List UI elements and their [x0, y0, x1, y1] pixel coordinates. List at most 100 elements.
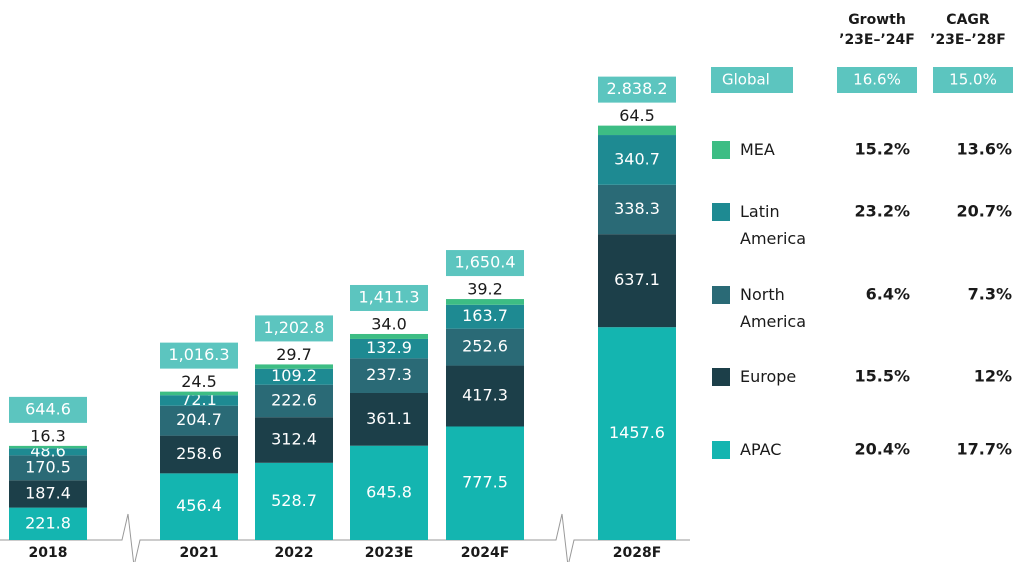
- global-box: [933, 67, 1013, 93]
- value-label: 258.6: [176, 444, 222, 463]
- bar-segment: [9, 507, 87, 540]
- value-label: 187.4: [25, 483, 71, 502]
- cagr-value: 13.6%: [956, 140, 1012, 159]
- bar-segment: [446, 365, 524, 427]
- value-label: 637.1: [614, 270, 660, 289]
- value-label: 16.3: [30, 426, 66, 445]
- bar-segment: [160, 405, 238, 436]
- bar-segment: [9, 445, 87, 449]
- value-label: 132.9: [366, 338, 412, 357]
- value-label: 645.8: [366, 482, 412, 501]
- x-tick-label: 2028F: [613, 545, 662, 561]
- value-label: 170.5: [25, 457, 71, 476]
- bar-segment: [350, 338, 428, 359]
- value-label: 24.5: [181, 372, 217, 391]
- growth-value: 6.4%: [866, 285, 910, 304]
- bar-segment: [598, 234, 676, 328]
- bar-segment: [255, 417, 333, 463]
- bar-segment: [255, 364, 333, 369]
- total-label: 644.6: [25, 399, 71, 418]
- cagr-value: 17.7%: [956, 440, 1012, 459]
- global-cagr: 15.0%: [949, 71, 997, 89]
- value-label: 64.5: [619, 106, 655, 125]
- global-growth: 16.6%: [853, 71, 901, 89]
- total-box: [598, 76, 676, 103]
- legend-swatch: [712, 141, 730, 159]
- legend-label: APAC: [740, 440, 782, 459]
- value-label: 29.7: [276, 345, 312, 364]
- bar-segment: [160, 391, 238, 396]
- cagr-header: CAGR: [946, 12, 990, 28]
- bar-segment: [598, 327, 676, 540]
- value-label: 456.4: [176, 496, 222, 515]
- total-label: 1,411.3: [358, 287, 419, 306]
- bar-segment: [160, 435, 238, 474]
- growth-value: 20.4%: [854, 440, 910, 459]
- total-box: [160, 342, 238, 369]
- total-label: 1,016.3: [168, 345, 229, 364]
- bar-segment: [446, 328, 524, 366]
- value-label: 237.3: [366, 365, 412, 384]
- growth-header: ’23E–’24F: [839, 32, 915, 48]
- bar-segment: [9, 480, 87, 508]
- total-label: 1,650.4: [454, 253, 515, 272]
- growth-value: 15.2%: [854, 140, 910, 159]
- total-box: [446, 250, 524, 277]
- total-box: [9, 396, 87, 423]
- growth-value: 23.2%: [854, 202, 910, 221]
- bar-segment: [446, 426, 524, 540]
- bar-segment: [9, 455, 87, 481]
- value-label: 221.8: [25, 513, 71, 532]
- cagr-header: ’23E–’28F: [930, 32, 1006, 48]
- value-label: 163.7: [462, 306, 508, 325]
- value-label: 204.7: [176, 410, 222, 429]
- axis-break: [540, 513, 590, 562]
- cagr-value: 12%: [974, 367, 1012, 386]
- legend-label: North America: [740, 285, 806, 331]
- legend-label: MEA: [740, 140, 775, 159]
- x-tick-label: 2024F: [461, 545, 510, 561]
- bar-segment: [446, 299, 524, 305]
- cagr-value: 7.3%: [968, 285, 1012, 304]
- value-label: 338.3: [614, 199, 660, 218]
- global-box: [837, 67, 917, 93]
- legend-swatch: [712, 368, 730, 386]
- total-label: 2.838.2: [606, 79, 667, 98]
- value-label: 361.1: [366, 409, 412, 428]
- bar-segment: [160, 473, 238, 540]
- bar-segment: [446, 304, 524, 329]
- growth-header: Growth: [848, 12, 906, 28]
- growth-value: 15.5%: [854, 367, 910, 386]
- total-box: [350, 284, 428, 311]
- value-label: 39.2: [467, 280, 503, 299]
- bar-segment: [350, 445, 428, 540]
- bar-segment: [350, 358, 428, 393]
- value-label: 1457.6: [609, 423, 665, 442]
- bar-segment: [598, 184, 676, 235]
- x-tick-label: 2023E: [365, 545, 414, 561]
- bar-segment: [598, 135, 676, 185]
- bar-segment: [160, 395, 238, 406]
- global-box: [711, 67, 793, 93]
- value-label: 340.7: [614, 149, 660, 168]
- value-label: 222.6: [271, 390, 317, 409]
- value-label: 109.2: [271, 366, 317, 385]
- cagr-value: 20.7%: [956, 202, 1012, 221]
- legend-label: Latin America: [740, 202, 806, 248]
- value-label: 528.7: [271, 491, 317, 510]
- total-label: 1,202.8: [263, 318, 324, 337]
- value-label: 312.4: [271, 430, 317, 449]
- x-tick-label: 2021: [180, 545, 219, 561]
- total-box: [255, 315, 333, 342]
- bar-segment: [255, 462, 333, 540]
- value-label: 252.6: [462, 337, 508, 356]
- value-label: 417.3: [462, 386, 508, 405]
- legend-label: Europe: [740, 367, 797, 386]
- x-tick-label: 2018: [29, 545, 68, 561]
- bar-segment: [350, 333, 428, 339]
- bar-segment: [255, 384, 333, 418]
- global-name: Global: [722, 71, 770, 89]
- x-tick-label: 2022: [275, 545, 314, 561]
